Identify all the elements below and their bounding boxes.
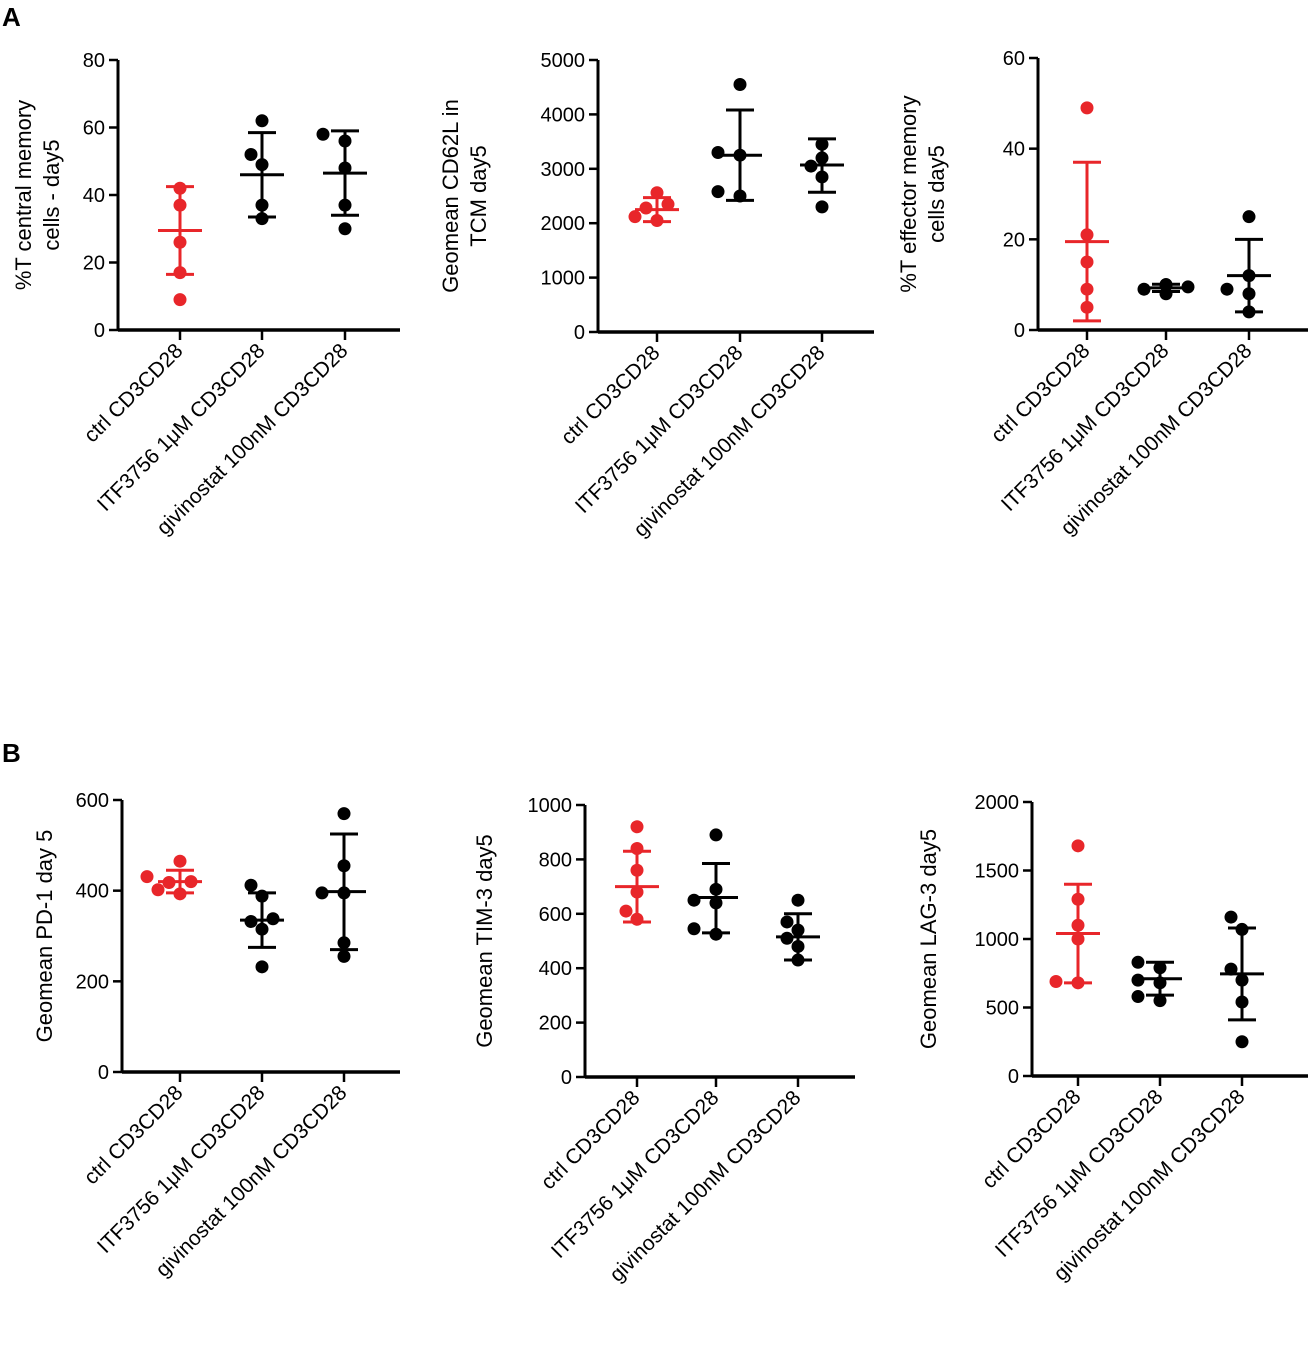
- y-tick-label: 20: [1003, 229, 1025, 251]
- y-tick-label: 0: [574, 322, 585, 344]
- y-axis-label: cells - day5: [39, 139, 64, 250]
- data-point: [1220, 282, 1234, 296]
- data-point: [1080, 101, 1094, 115]
- y-tick-label: 80: [83, 50, 105, 72]
- y-tick-label: 800: [539, 849, 572, 871]
- data-point: [630, 820, 644, 834]
- chart-2: 0 1000 2000 3000 4000 5000 Geomean CD62L in TCM…: [438, 50, 874, 542]
- data-point: [639, 201, 653, 215]
- data-point: [1235, 1035, 1249, 1049]
- x-tick-label: ITF3756 1μM CD3CD28: [547, 1086, 724, 1263]
- data-point: [173, 293, 187, 307]
- data-point: [244, 148, 258, 161]
- data-point: [337, 949, 351, 963]
- y-tick-label: 20: [83, 253, 105, 275]
- y-axis-label: Geomean LAG-3 day5: [916, 829, 941, 1049]
- data-point: [337, 807, 351, 821]
- y-tick-label: 2000: [975, 792, 1020, 814]
- y-tick-label: 3000: [541, 159, 586, 181]
- data-point: [1071, 839, 1085, 853]
- data-point: [709, 828, 723, 842]
- y-tick-label: 0: [1014, 320, 1025, 342]
- data-point: [1224, 910, 1238, 924]
- data-point: [316, 127, 330, 141]
- y-axis-label: Geomean PD-1 day 5: [32, 830, 57, 1043]
- x-tick-label: ITF3756 1μM CD3CD28: [991, 1085, 1168, 1262]
- y-tick-label: 1000: [528, 795, 573, 817]
- data-point: [733, 77, 747, 91]
- data-point: [711, 145, 725, 159]
- data-point: [687, 893, 701, 907]
- y-tick-label: 0: [94, 320, 105, 342]
- data-point: [815, 200, 829, 214]
- y-tick-label: 1500: [975, 861, 1020, 883]
- data-point: [628, 210, 642, 224]
- data-point: [1242, 210, 1256, 224]
- y-tick-label: 40: [1003, 139, 1025, 161]
- x-tick-label: ITF3756 1μM CD3CD28: [571, 341, 748, 518]
- y-tick-label: 0: [98, 1062, 109, 1084]
- y-axis-label: Geomean TIM-3 day5: [472, 834, 497, 1048]
- data-point: [338, 222, 352, 236]
- y-tick-label: 40: [83, 185, 105, 207]
- data-point: [1153, 994, 1167, 1008]
- y-tick-label: 400: [76, 881, 109, 903]
- y-tick-label: 60: [1003, 48, 1025, 70]
- data-point: [780, 915, 794, 929]
- y-tick-label: 400: [539, 958, 572, 980]
- y-tick-label: 1000: [975, 929, 1020, 951]
- y-tick-label: 600: [539, 904, 572, 926]
- y-tick-label: 600: [76, 790, 109, 812]
- data-point: [1049, 974, 1063, 988]
- data-point: [711, 185, 725, 199]
- y-axis-label: Geomean CD62L in: [438, 99, 463, 293]
- y-tick-label: 2000: [541, 213, 586, 235]
- y-axis-label: TCM day5: [466, 145, 491, 246]
- x-tick-label: ITF3756 1μM CD3CD28: [997, 339, 1174, 516]
- data-point: [1131, 990, 1145, 1004]
- data-point: [687, 922, 701, 936]
- data-point: [140, 870, 154, 884]
- y-tick-label: 0: [1008, 1066, 1019, 1088]
- y-tick-label: 500: [986, 998, 1019, 1020]
- data-point: [661, 197, 675, 211]
- y-tick-label: 5000: [541, 50, 586, 72]
- data-point: [255, 960, 269, 974]
- data-point: [791, 893, 805, 907]
- data-point: [151, 883, 165, 897]
- y-axis-label: %T central memory: [11, 100, 36, 290]
- y-tick-label: 200: [539, 1013, 572, 1035]
- y-axis-label: cells day5: [924, 145, 949, 243]
- x-tick-label: ITF3756 1μM CD3CD28: [93, 339, 270, 516]
- data-point: [244, 878, 258, 892]
- panel-label-a: A: [2, 2, 21, 32]
- data-point: [173, 854, 187, 868]
- y-tick-label: 4000: [541, 104, 586, 126]
- panel-label-b: B: [2, 738, 21, 768]
- data-point: [1224, 962, 1238, 976]
- data-point: [1131, 955, 1145, 969]
- data-point: [255, 114, 269, 128]
- data-point: [619, 904, 633, 918]
- y-tick-label: 60: [83, 118, 105, 140]
- y-tick-label: 1000: [541, 268, 586, 290]
- y-tick-label: 200: [76, 971, 109, 993]
- data-point: [650, 186, 664, 200]
- y-tick-label: 0: [561, 1067, 572, 1089]
- data-point: [255, 212, 269, 226]
- x-tick-label: ITF3756 1μM CD3CD28: [93, 1081, 270, 1258]
- y-axis-label: %T effector memory: [896, 95, 921, 292]
